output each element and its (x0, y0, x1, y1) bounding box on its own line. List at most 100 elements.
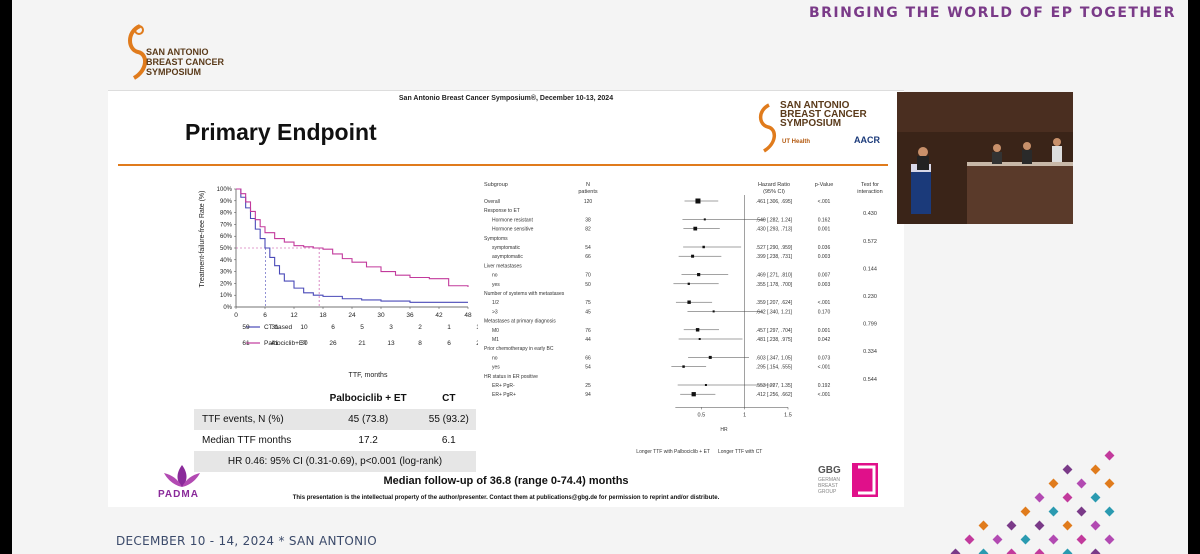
forest-hr-marker (695, 328, 700, 332)
deco-diamond (1090, 548, 1101, 554)
forest-row-label: symptomatic (492, 245, 521, 251)
km-axes: 100% 90% 80% 70% 60% 50% 40% 30% 20% 10% 0%0 6 12 18 2… (217, 187, 472, 319)
deco-diamond (1104, 450, 1115, 461)
forest-n-value: 76 (585, 328, 591, 334)
deco-diamond (1104, 478, 1115, 489)
title-divider (118, 164, 888, 166)
forest-row-label: no (492, 273, 498, 279)
ut-health-logo: UT Health (782, 139, 811, 145)
km-x-tick-label: 0 (234, 312, 238, 319)
km-y-tick-label: 10% (220, 293, 233, 299)
km-y-tick-label: 100% (217, 187, 233, 193)
forest-hr-marker (708, 355, 712, 359)
forest-hr-text: .430 [.293, .713] (756, 227, 793, 233)
forest-n-value: 82 (585, 227, 591, 233)
forest-interaction-value: 0.799 (863, 322, 877, 328)
table-row: Median TTF months 17.2 6.1 (194, 430, 476, 451)
forest-n-value: 94 (585, 392, 591, 398)
km-x-tick-label: 24 (348, 312, 356, 319)
forest-tick-label: 0.5 (698, 412, 706, 418)
forest-p-value: 0.036 (818, 245, 831, 251)
slide-title: Primary Endpoint (185, 119, 377, 145)
forest-hr-marker (687, 282, 690, 285)
km-y-tick-label: 90% (220, 199, 233, 205)
forest-header-hr: Hazard Ratio (758, 182, 790, 188)
forest-row-label: Liver metastases (484, 263, 522, 269)
deco-diamond (1034, 548, 1045, 554)
km-at-risk-value: 6 (447, 340, 451, 347)
km-x-tick-label: 48 (464, 312, 472, 319)
forest-hr-marker (691, 392, 696, 397)
forest-row-label: Symptoms (484, 236, 508, 242)
forest-n-value: 50 (585, 282, 591, 288)
ttf-table-header: Palbociclib + ET CT (194, 388, 476, 409)
forest-row-label: asymptomatic (492, 254, 523, 260)
forest-row-label: Number of systems with metastases (484, 291, 565, 297)
forest-hr-marker (687, 300, 691, 304)
km-y-tick-label: 40% (220, 258, 233, 264)
km-y-tick-label: 30% (220, 270, 233, 276)
forest-row-label: ER+ PgR- (492, 383, 515, 389)
forest-row-label: Response to ET (484, 208, 520, 214)
footer-date: DECEMBER 10 - 14, 2024 * SAN ANTONIO (116, 534, 377, 548)
forest-tick-label: 1 (743, 412, 746, 418)
km-x-tick-label: 30 (377, 312, 385, 319)
forest-hr-text: .603 [.347, 1.05] (756, 355, 793, 361)
forest-row-label: Prior chemotherapy in early BC (484, 346, 554, 352)
forest-hr-text: .469 [.271, .810] (756, 273, 793, 279)
deco-diamond (964, 534, 975, 545)
deco-diamond (1076, 478, 1087, 489)
sabcs-logo-line-3: SYMPOSIUM (146, 67, 202, 77)
deco-diamond (1076, 534, 1087, 545)
deco-diamond (1034, 492, 1045, 503)
forest-row-label: 1/2 (492, 300, 499, 306)
deco-diamond (1020, 534, 1031, 545)
forest-row-label: M1 (492, 337, 499, 343)
km-at-risk-value: 10 (300, 324, 308, 331)
forest-p-value: <.001 (818, 365, 831, 371)
forest-n-value: 25 (585, 383, 591, 389)
km-at-risk-value: 31 (271, 324, 279, 331)
forest-interaction-value: 0.230 (863, 294, 877, 300)
km-at-risk-table: CT based593110653211Palbociclib+ET614130… (242, 324, 478, 347)
km-at-risk-value: 21 (358, 340, 366, 347)
km-x-tick-label: 42 (435, 312, 443, 319)
gbg-logo: GBG GERMAN BREAST GROUP (814, 461, 882, 501)
forest-hr-marker (702, 245, 705, 249)
slide-header: San Antonio Breast Cancer Symposium®, De… (398, 95, 614, 102)
forest-p-value: 0.001 (818, 328, 831, 334)
slide-sabcs-logo: SAN ANTONIO BREAST CANCER SYMPOSIUM UT H… (754, 99, 894, 159)
km-at-risk-value: 59 (242, 324, 250, 331)
deco-diamond (1034, 520, 1045, 531)
forest-row-label: Metastases at primary diagnosis (484, 319, 556, 325)
gbg-name: GBG (818, 465, 841, 476)
forest-n-value: 70 (585, 273, 591, 279)
forest-p-value: 0.073 (818, 355, 831, 361)
forest-interaction-value: 0.572 (863, 239, 877, 245)
forest-n-value: 54 (585, 365, 591, 371)
slide-ribbon-icon (758, 103, 776, 153)
ttf-hr-row: HR 0.46: 95% CI (0.31-0.69), p<0.001 (lo… (194, 451, 476, 472)
ttf-row-palbo: 45 (73.8) (348, 414, 389, 425)
forest-row-label: Hormone resistant (492, 217, 533, 223)
km-at-risk-value: 1 (476, 324, 478, 331)
ttf-row-ct: 6.1 (441, 435, 456, 446)
km-at-risk-value: 26 (329, 340, 337, 347)
deco-diamond (1062, 520, 1073, 531)
forest-hr-text: .553 [.227, 1.35] (756, 383, 793, 389)
forest-n-value: 66 (585, 254, 591, 260)
km-y-tick-label: 50% (220, 246, 233, 252)
km-at-risk-value: 30 (300, 340, 308, 347)
forest-interaction-value: 0.144 (863, 266, 877, 272)
forest-hr-text: .527 [.290, .959] (756, 245, 793, 251)
forest-tick-label: 1.5 (784, 412, 792, 418)
deco-diamond (1076, 506, 1087, 517)
speaker-video (897, 92, 1073, 224)
deco-diamond (978, 520, 989, 531)
ttf-row-palbo: 17.2 (358, 435, 378, 446)
deco-diamond (1090, 464, 1101, 475)
km-curves (236, 188, 469, 303)
forest-row-label: yes (492, 282, 500, 288)
gbg-sub-1: GERMAN (818, 477, 840, 483)
ttf-row-ct: 55 (93.2) (428, 414, 469, 425)
